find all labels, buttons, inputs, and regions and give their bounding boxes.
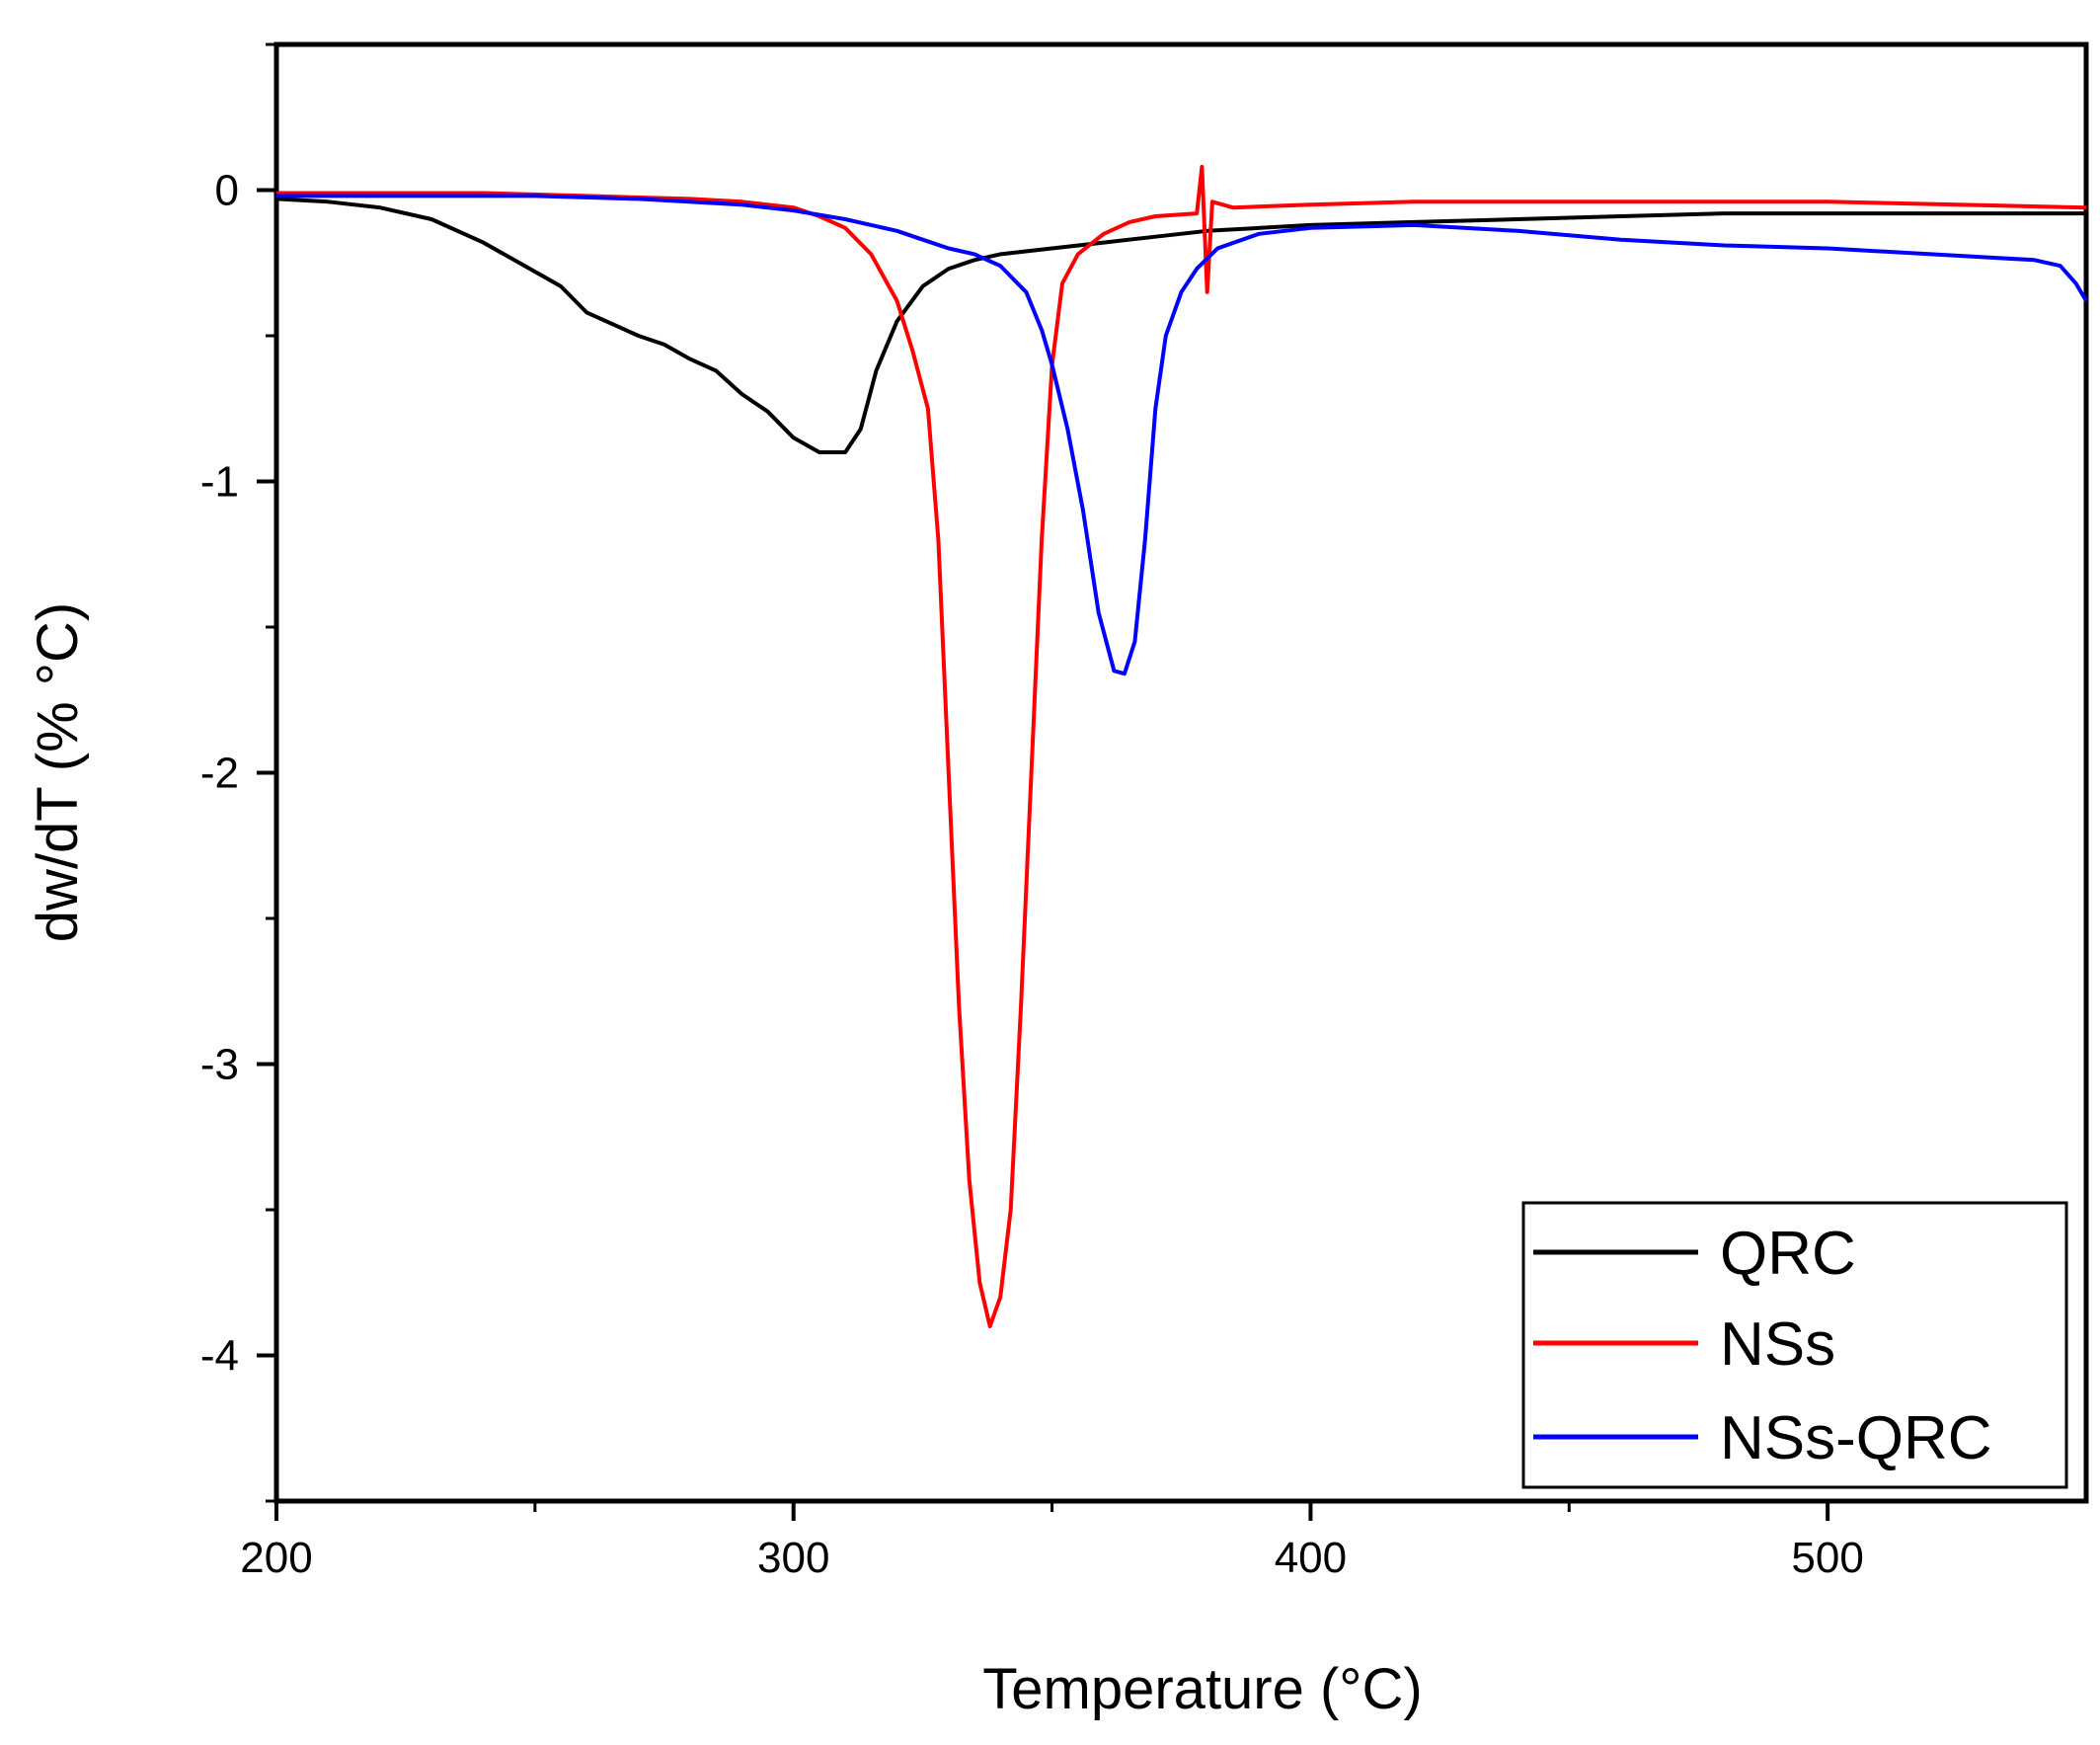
series-layer <box>275 164 2088 1328</box>
legend: QRC NSs NSs-QRC <box>1521 1201 2068 1489</box>
legend-label-qrc: QRC <box>1720 1220 1856 1288</box>
legend-label-nss: NSs <box>1720 1310 1835 1379</box>
y-tick-label--2: -2 <box>200 750 239 798</box>
y-axis-title: dw/dT (% °C) <box>26 602 90 942</box>
series-line-nss-qrc <box>276 194 2088 676</box>
x-tick-label-500: 500 <box>1791 1534 1863 1582</box>
series-line-qrc <box>275 197 2086 454</box>
x-axis-title: Temperature (°C) <box>982 1657 1422 1721</box>
y-tick-label--3: -3 <box>200 1041 239 1089</box>
x-tick-label-200: 200 <box>240 1534 312 1582</box>
y-tick-label--4: -4 <box>200 1332 239 1381</box>
axis-ticks: 200 300 400 500 0 -1 -2 -3 -4 <box>200 42 1864 1582</box>
y-tick-label-0: 0 <box>215 167 239 215</box>
x-tick-label-300: 300 <box>757 1534 829 1582</box>
y-tick-label--1: -1 <box>200 458 239 507</box>
legend-label-nss-qrc: NSs-QRC <box>1720 1404 1992 1472</box>
series-line-nss <box>276 164 2087 1328</box>
x-tick-label-400: 400 <box>1275 1534 1347 1582</box>
